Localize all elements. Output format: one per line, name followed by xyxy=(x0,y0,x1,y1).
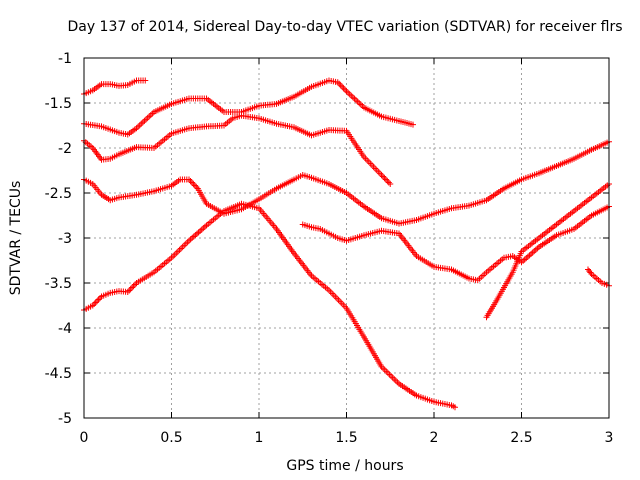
x-axis-label: GPS time / hours xyxy=(286,458,403,474)
data-series-5 xyxy=(81,200,458,411)
y-tick-label: -3.5 xyxy=(45,276,72,292)
y-axis-label: SDTVAR / TECUs xyxy=(8,181,24,296)
y-tick-label: -1.5 xyxy=(45,96,72,112)
x-tick-label: 0 xyxy=(80,430,89,446)
x-tick-labels: 0 0.5 1 1.5 2 2.5 3 xyxy=(80,430,614,446)
x-tick-label: 2 xyxy=(430,430,439,446)
x-tick-label: 1.5 xyxy=(335,430,357,446)
data-series-2 xyxy=(81,77,416,138)
x-tick-label: 2.5 xyxy=(510,430,532,446)
plot-frame xyxy=(83,57,610,419)
y-tick-label: -3 xyxy=(58,231,72,247)
plot-points xyxy=(81,77,612,411)
data-series-8 xyxy=(585,266,612,289)
data-point xyxy=(142,77,149,84)
y-tick-label: -4.5 xyxy=(45,366,72,382)
x-tick-label: 3 xyxy=(605,430,614,446)
y-tick-label: -4 xyxy=(58,321,72,337)
y-tick-label: -1 xyxy=(58,51,72,67)
data-series-6 xyxy=(299,203,612,284)
y-tick-label: -2 xyxy=(58,141,72,157)
chart-title: Day 137 of 2014, Sidereal Day-to-day VTE… xyxy=(67,19,622,35)
y-tick-label: -5 xyxy=(58,411,72,427)
data-series-3 xyxy=(81,112,394,187)
x-tick-label: 0.5 xyxy=(160,430,182,446)
y-tick-label: -2.5 xyxy=(45,186,72,202)
x-tick-label: 1 xyxy=(255,430,264,446)
data-series-4 xyxy=(81,138,612,227)
data-point xyxy=(387,181,394,187)
y-tick-labels: -1 -1.5 -2 -2.5 -3 -3.5 -4 -4.5 -5 xyxy=(45,51,72,427)
data-point xyxy=(452,404,458,411)
data-point xyxy=(410,121,416,128)
